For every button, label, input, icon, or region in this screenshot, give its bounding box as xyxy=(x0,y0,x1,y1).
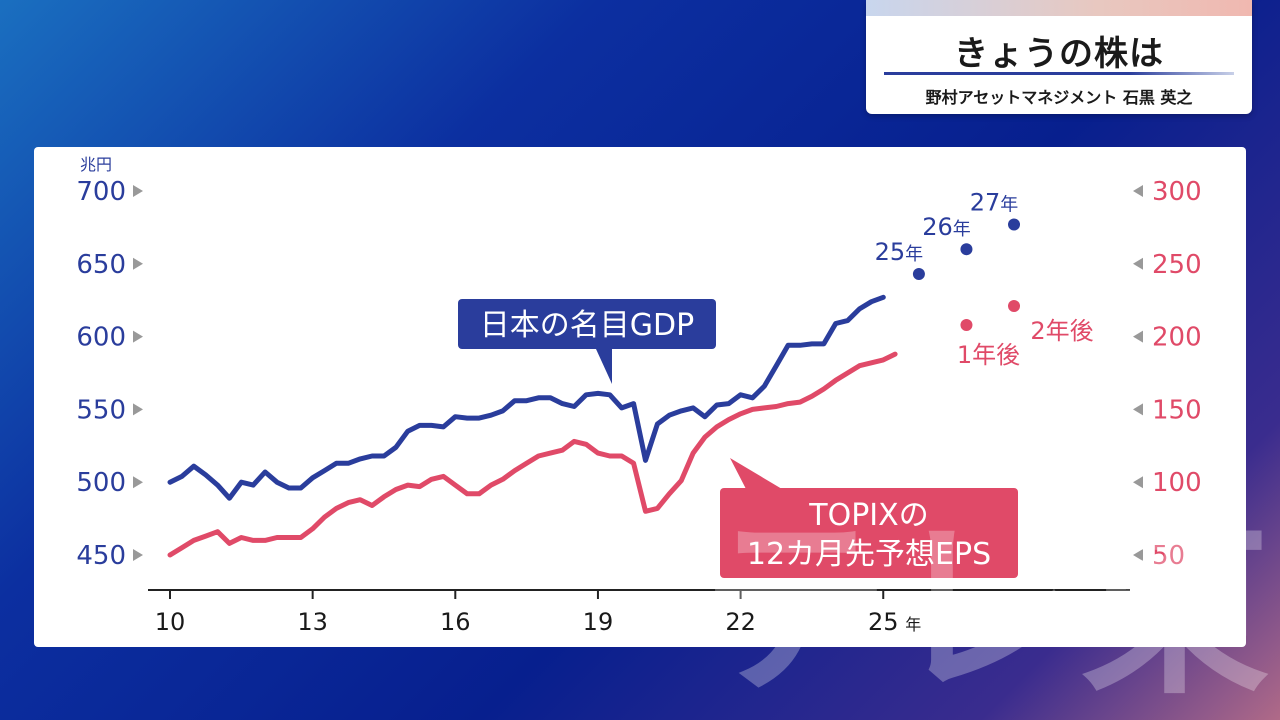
gdp-callout-label: 日本の名目GDP xyxy=(480,308,694,343)
right-tick-label: 100 xyxy=(1152,468,1202,498)
gdp-forecast-label: 26年 xyxy=(922,213,971,241)
left-tick-arrow xyxy=(133,257,143,270)
right-tick-label: 300 xyxy=(1152,177,1202,207)
left-tick-arrow xyxy=(133,403,143,416)
right-tick-label: 50 xyxy=(1152,541,1185,571)
gdp-forecast-point xyxy=(912,267,925,280)
eps-callout-label-2: 12カ月先予想EPS xyxy=(747,537,991,572)
left-axis-unit: 兆円 xyxy=(80,155,112,174)
gdp-callout: 日本の名目GDP xyxy=(458,299,716,384)
title-strip xyxy=(866,0,1252,16)
eps-callout: TOPIXの 12カ月先予想EPS xyxy=(720,458,1018,578)
gdp-callout-box xyxy=(458,299,716,349)
x-tick-label: 19 xyxy=(583,608,614,636)
left-tick-label: 500 xyxy=(76,468,126,498)
eps-forecast-point xyxy=(1008,300,1021,313)
left-tick-arrow xyxy=(133,476,143,489)
gdp-forecast-point xyxy=(960,243,973,256)
eps-forecast-label: 1年後 xyxy=(957,341,1020,369)
x-tick-label: 16 xyxy=(440,608,471,636)
chart-panel xyxy=(34,147,1246,647)
gdp-forecast-point xyxy=(1008,218,1021,231)
eps-line xyxy=(167,351,898,558)
speaker-name: 野村アセットマネジメント 石黒 英之 xyxy=(925,88,1193,107)
gdp-line xyxy=(167,294,886,501)
page-title: きょうの株は xyxy=(954,34,1164,74)
gdp-forecast-label: 25年 xyxy=(875,238,924,266)
gdp-callout-pointer xyxy=(596,349,612,384)
left-tick-arrow xyxy=(133,185,143,197)
left-tick-label: 450 xyxy=(76,541,126,571)
right-tick-arrow xyxy=(1133,257,1143,270)
x-tick-label: 13 xyxy=(297,608,328,636)
right-tick-arrow xyxy=(1133,185,1143,197)
title-divider xyxy=(884,72,1234,75)
eps-callout-box xyxy=(720,488,1018,578)
left-tick-label: 700 xyxy=(76,177,126,207)
right-tick-label: 250 xyxy=(1152,250,1202,280)
eps-forecast-point xyxy=(960,318,973,331)
eps-forecast-label: 2年後 xyxy=(1030,317,1093,345)
right-tick-arrow xyxy=(1133,476,1143,489)
left-tick-label: 600 xyxy=(76,323,126,353)
x-tick-label: 22 xyxy=(725,608,756,636)
eps-callout-pointer xyxy=(730,458,782,489)
gdp-forecast-label: 27年 xyxy=(970,188,1019,216)
x-axis-unit: 年 xyxy=(905,615,921,634)
title-card: きょうの株は 野村アセットマネジメント 石黒 英之 xyxy=(866,0,1252,114)
left-tick-label: 550 xyxy=(76,395,126,425)
right-tick-arrow xyxy=(1133,330,1143,343)
left-tick-label: 650 xyxy=(76,250,126,280)
right-tick-label: 200 xyxy=(1152,323,1202,353)
x-tick-label: 25 xyxy=(868,608,899,636)
x-tick-label: 10 xyxy=(155,608,186,636)
left-tick-arrow xyxy=(133,549,143,561)
right-tick-label: 150 xyxy=(1152,395,1202,425)
left-tick-arrow xyxy=(133,330,143,343)
eps-callout-label-1: TOPIXの xyxy=(808,498,928,533)
right-tick-arrow xyxy=(1133,549,1143,561)
right-tick-arrow xyxy=(1133,403,1143,416)
